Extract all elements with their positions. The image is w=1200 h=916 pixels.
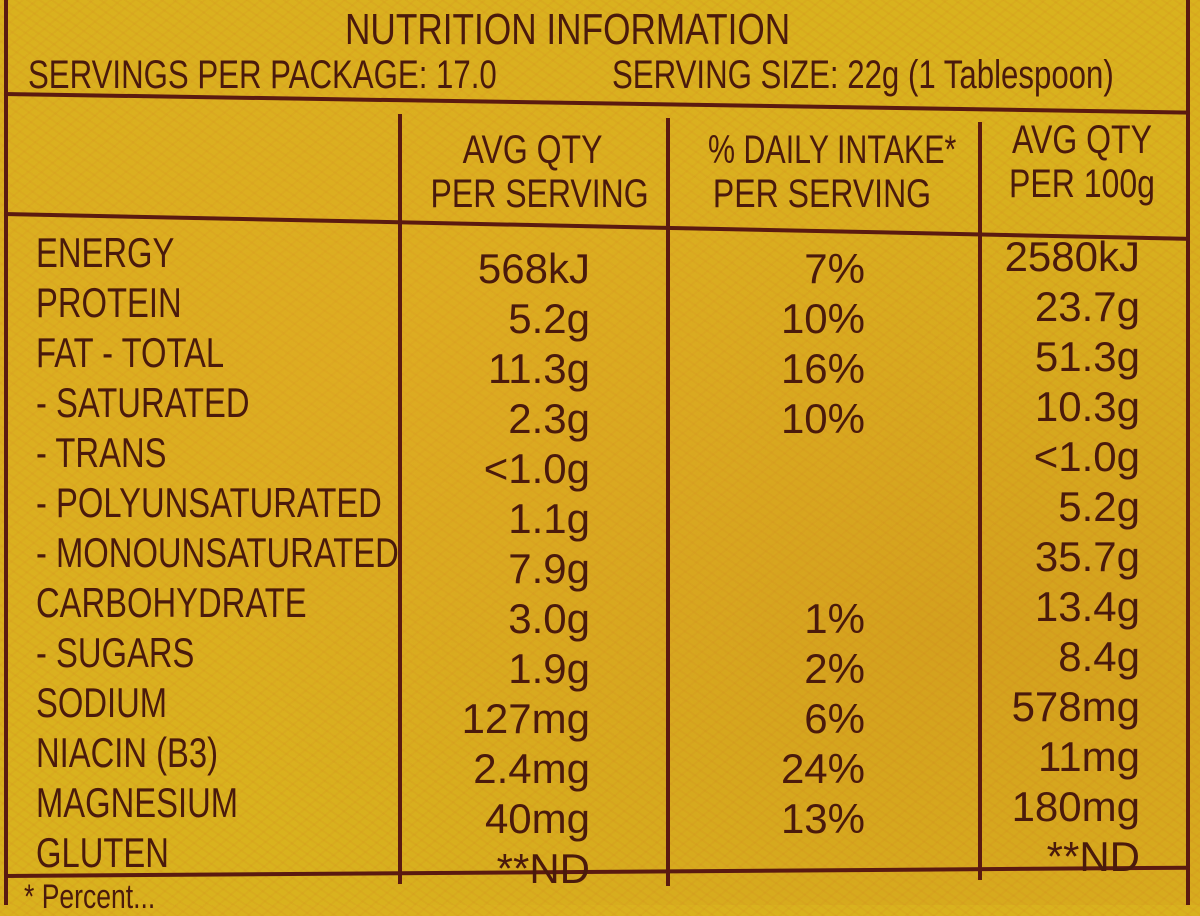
- per-serving-values: 568kJ 5.2g 11.3g 2.3g <1.0g 1.1g 7.9g 3.…: [410, 244, 590, 894]
- nutrient-name: - SUGARS: [36, 629, 195, 676]
- servings-per-package-text: SERVINGS PER PACKAGE: 17.0: [28, 53, 497, 97]
- value-cell: 578mg: [1011, 683, 1140, 730]
- nutrient-name: ENERGY: [36, 229, 175, 276]
- value-cell: <1.0g: [1033, 433, 1140, 480]
- col-divider-1: [398, 114, 402, 884]
- value-cell: 3.0g: [508, 595, 590, 642]
- value-cell: 35.7g: [1034, 533, 1140, 580]
- value-cell: 568kJ: [477, 245, 590, 292]
- footnote-text: * Percent...: [24, 878, 156, 916]
- value-cell: 1.9g: [508, 645, 590, 692]
- value-cell: 11mg: [1038, 733, 1140, 780]
- nutrient-name: - TRANS: [36, 429, 167, 476]
- nutrient-name: SODIUM: [36, 679, 168, 726]
- col-header-per-serving: AVG QTY PER SERVING: [405, 128, 660, 216]
- col-header-line: PER 100g: [1009, 162, 1155, 206]
- nutrient-name: - MONOUNSATURATED: [36, 529, 399, 576]
- nutrient-name: GLUTEN: [36, 829, 169, 876]
- nutrient-name: NIACIN (B3): [36, 729, 219, 776]
- value-cell: 2.4mg: [473, 745, 590, 792]
- nutrient-name: FAT - TOTAL: [36, 329, 225, 376]
- value-cell: 10.3g: [1034, 383, 1140, 430]
- col-header-line: % DAILY INTAKE*: [708, 128, 957, 172]
- col-header-line: AVG QTY: [462, 128, 603, 172]
- value-cell: 8.4g: [1058, 633, 1140, 680]
- value-cell: <1.0g: [483, 445, 590, 492]
- nutrition-label: [4, 0, 1190, 905]
- nutrient-name: - SATURATED: [36, 379, 250, 426]
- footnote: * Percent...: [24, 880, 192, 914]
- serving-size-text: SERVING SIZE: 22g (1 Tablespoon): [612, 53, 1114, 97]
- value-cell: 2.3g: [508, 395, 590, 442]
- value-cell: [700, 544, 865, 594]
- col-header-daily-intake: % DAILY INTAKE* PER SERVING: [672, 128, 972, 216]
- value-cell: **ND: [496, 845, 590, 892]
- value-cell: 10%: [780, 395, 865, 442]
- value-cell: [700, 494, 865, 544]
- col-header-per-100g: AVG QTY PER 100g: [984, 118, 1180, 206]
- col-divider-3: [978, 122, 982, 880]
- servings-per-package: SERVINGS PER PACKAGE: 17.0: [28, 54, 629, 96]
- value-cell: 16%: [780, 345, 865, 392]
- value-cell: 5.2g: [508, 295, 590, 342]
- panel-title: NUTRITION INFORMATION: [345, 8, 901, 52]
- daily-intake-values: 7% 10% 16% 10% 1% 2% 6% 24% 13%: [700, 244, 865, 894]
- value-cell: 1.1g: [508, 495, 590, 542]
- value-cell: 6%: [804, 695, 865, 742]
- col-header-line: AVG QTY: [1012, 118, 1152, 162]
- value-cell: 7.9g: [508, 545, 590, 592]
- value-cell: 13%: [780, 795, 865, 842]
- value-cell: **ND: [1046, 833, 1140, 880]
- value-cell: 2580kJ: [1004, 233, 1140, 280]
- value-cell: 13.4g: [1034, 583, 1140, 630]
- col-divider-2: [666, 118, 670, 886]
- value-cell: 2%: [804, 645, 865, 692]
- nutrient-name: MAGNESIUM: [36, 779, 239, 826]
- nutrient-name: CARBOHYDRATE: [36, 579, 307, 626]
- nutrient-names: ENERGY PROTEIN FAT - TOTAL - SATURATED -…: [36, 228, 501, 878]
- value-cell: 51.3g: [1034, 333, 1140, 380]
- col-header-line: PER SERVING: [430, 172, 649, 216]
- value-cell: 40mg: [484, 795, 590, 842]
- value-cell: 5.2g: [1058, 483, 1140, 530]
- value-cell: [700, 444, 865, 494]
- panel-title-text: NUTRITION INFORMATION: [345, 5, 791, 54]
- nutrient-name: - POLYUNSATURATED: [36, 479, 382, 526]
- value-cell: 1%: [804, 595, 865, 642]
- per-100g-values: 2580kJ 23.7g 51.3g 10.3g <1.0g 5.2g 35.7…: [990, 232, 1140, 882]
- nutrient-name: PROTEIN: [36, 279, 182, 326]
- col-header-line: PER SERVING: [712, 172, 932, 216]
- value-cell: 23.7g: [1034, 283, 1140, 330]
- value-cell: 180mg: [1011, 783, 1140, 830]
- value-cell: 7%: [804, 245, 865, 292]
- value-cell: 11.3g: [488, 345, 590, 392]
- value-cell: 127mg: [461, 695, 590, 742]
- serving-size: SERVING SIZE: 22g (1 Tablespoon): [612, 54, 1200, 96]
- value-cell: 24%: [780, 745, 865, 792]
- value-cell: [700, 844, 865, 894]
- value-cell: 10%: [780, 295, 865, 342]
